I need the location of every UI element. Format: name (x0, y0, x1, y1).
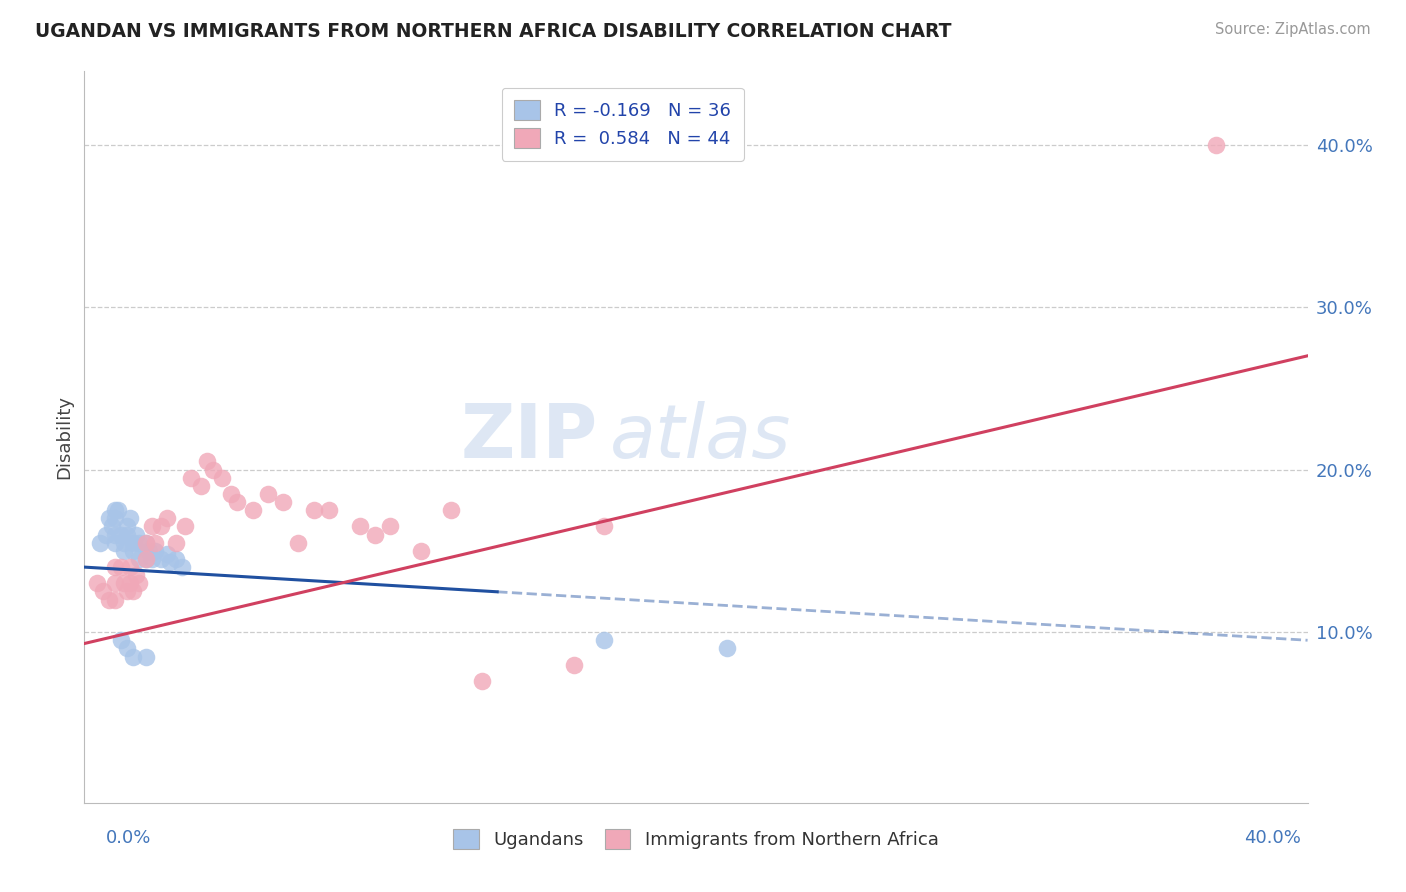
Point (257, 487, 280, 501)
Point (115, 519, 138, 533)
Point (112, 535, 135, 549)
Point (110, 560, 132, 574)
Point (302, 503, 325, 517)
Text: 40.0%: 40.0% (1244, 829, 1301, 847)
Point (89, 535, 111, 549)
Point (120, 576, 142, 591)
Point (104, 535, 127, 549)
Point (440, 503, 463, 517)
Point (110, 527, 132, 541)
Text: 0.0%: 0.0% (105, 829, 150, 847)
Point (125, 568, 148, 582)
Point (107, 503, 129, 517)
Point (195, 454, 218, 468)
Point (219, 487, 242, 501)
Point (122, 544, 145, 558)
Point (141, 552, 163, 566)
Point (104, 592, 127, 607)
Point (135, 535, 157, 549)
Point (86, 576, 108, 591)
Point (120, 511, 142, 525)
Point (135, 535, 157, 549)
Point (120, 560, 142, 574)
Point (172, 560, 194, 574)
Point (122, 584, 145, 599)
Point (271, 495, 294, 509)
Point (156, 547, 179, 561)
Point (104, 560, 127, 574)
Point (104, 511, 127, 525)
Point (94, 527, 117, 541)
Point (716, 641, 738, 656)
Point (97, 592, 120, 607)
Point (562, 657, 585, 672)
Point (287, 535, 309, 549)
Point (97, 511, 120, 525)
Point (104, 503, 127, 517)
Point (110, 633, 132, 648)
Point (101, 519, 124, 533)
Point (122, 649, 145, 664)
Point (180, 471, 202, 485)
Point (593, 633, 616, 648)
Point (115, 641, 138, 656)
Point (141, 519, 163, 533)
Point (593, 519, 616, 533)
Text: atlas: atlas (610, 401, 792, 473)
Point (318, 503, 340, 517)
Point (471, 673, 494, 688)
Point (143, 535, 166, 549)
Text: ZIP: ZIP (461, 401, 598, 474)
Point (128, 576, 150, 591)
Point (156, 511, 179, 525)
Point (112, 576, 135, 591)
Legend: Ugandans, Immigrants from Northern Africa: Ugandans, Immigrants from Northern Afric… (443, 818, 949, 860)
Point (91, 584, 114, 599)
Point (125, 527, 148, 541)
Point (1205, 137, 1227, 152)
Point (174, 519, 197, 533)
Point (165, 552, 187, 566)
Point (122, 535, 145, 549)
Point (143, 544, 166, 558)
Text: Source: ZipAtlas.com: Source: ZipAtlas.com (1215, 22, 1371, 37)
Point (159, 555, 181, 569)
Point (149, 519, 172, 533)
Point (242, 503, 264, 517)
Point (135, 552, 157, 566)
Point (104, 576, 127, 591)
Y-axis label: Disability: Disability (55, 395, 73, 479)
Point (115, 584, 138, 599)
Point (349, 519, 371, 533)
Point (201, 462, 224, 476)
Point (135, 649, 157, 664)
Point (165, 535, 187, 549)
Point (226, 495, 249, 509)
Point (115, 527, 138, 541)
Point (138, 544, 160, 558)
Point (104, 527, 127, 541)
Point (211, 471, 233, 485)
Point (128, 552, 150, 566)
Point (135, 552, 157, 566)
Point (190, 479, 212, 493)
Point (149, 552, 172, 566)
Point (380, 519, 402, 533)
Point (128, 535, 150, 549)
Point (364, 527, 387, 541)
Text: UGANDAN VS IMMIGRANTS FROM NORTHERN AFRICA DISABILITY CORRELATION CHART: UGANDAN VS IMMIGRANTS FROM NORTHERN AFRI… (35, 22, 952, 41)
Point (409, 544, 432, 558)
Point (112, 544, 135, 558)
